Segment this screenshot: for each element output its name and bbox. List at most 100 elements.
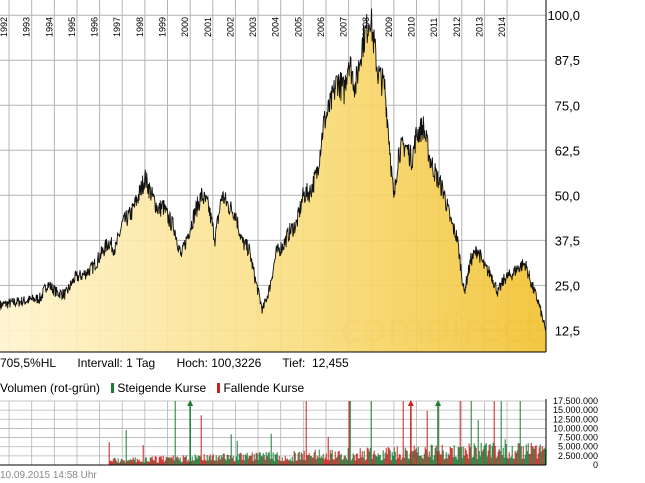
timestamp: 10.09.2015 14:58 Uhr bbox=[0, 470, 97, 481]
volume-bar bbox=[364, 460, 366, 465]
volume-bar bbox=[316, 455, 318, 465]
volume-bar bbox=[453, 445, 455, 465]
volume-bar bbox=[431, 445, 433, 465]
volume-bar bbox=[222, 453, 224, 465]
volume-bar bbox=[391, 452, 393, 465]
volume-bar bbox=[218, 455, 220, 465]
volume-bar bbox=[330, 453, 332, 465]
x-tick-label: 1998 bbox=[135, 17, 145, 37]
volume-bar bbox=[307, 455, 309, 465]
volume-bar bbox=[520, 446, 522, 465]
volume-bar bbox=[214, 460, 216, 465]
volume-bar bbox=[460, 446, 462, 465]
volume-bar bbox=[159, 456, 161, 465]
volume-bar bbox=[439, 454, 441, 465]
volume-bar bbox=[293, 451, 295, 465]
volume-bar bbox=[203, 454, 205, 465]
volume-bar bbox=[387, 447, 389, 465]
volume-bar bbox=[461, 458, 463, 465]
volume-bar bbox=[321, 457, 323, 465]
volume-bar bbox=[469, 447, 471, 465]
volume-legend: Volumen (rot-grün) Steigende Kurse Falle… bbox=[0, 379, 304, 397]
volume-bar bbox=[414, 449, 416, 465]
volume-bar bbox=[120, 459, 122, 465]
volume-bar bbox=[142, 445, 144, 465]
volume-bar bbox=[130, 460, 132, 465]
volume-bar bbox=[363, 450, 365, 465]
volume-bar bbox=[354, 460, 356, 465]
volume-bar bbox=[315, 459, 317, 465]
volume-bar bbox=[268, 451, 270, 465]
volume-bar bbox=[371, 458, 373, 465]
volume-bar bbox=[169, 457, 171, 465]
x-tick-label: 2012 bbox=[452, 17, 462, 37]
volume-bar bbox=[318, 449, 320, 465]
volume-bar bbox=[525, 444, 527, 465]
volume-bar bbox=[167, 457, 169, 465]
volume-bar bbox=[286, 458, 288, 465]
volume-bar bbox=[226, 454, 228, 465]
volume-bar bbox=[333, 459, 335, 465]
volume-bar bbox=[245, 455, 247, 465]
volume-bar bbox=[277, 459, 279, 465]
volume-bar bbox=[541, 446, 543, 465]
volume-bar bbox=[341, 460, 343, 465]
volume-bar bbox=[472, 456, 474, 465]
volume-bar bbox=[444, 458, 446, 465]
volume-bar bbox=[132, 457, 134, 465]
volume-bar bbox=[422, 458, 424, 465]
y-tick-label: 37,5 bbox=[555, 233, 580, 248]
volume-bar bbox=[322, 453, 324, 465]
volume-bar bbox=[113, 457, 115, 465]
volume-bar bbox=[111, 461, 113, 465]
volume-bar bbox=[165, 457, 167, 465]
volume-bar bbox=[323, 459, 325, 465]
volume-bar bbox=[408, 459, 410, 465]
volume-bar bbox=[150, 457, 152, 465]
volume-bar bbox=[155, 456, 157, 465]
volume-bar bbox=[232, 455, 234, 465]
volume-bar bbox=[109, 460, 111, 465]
volume-bar bbox=[233, 460, 235, 465]
volume-bar bbox=[533, 448, 535, 465]
volume-bar bbox=[125, 430, 127, 465]
volume-bar bbox=[405, 449, 407, 465]
volume-bar bbox=[285, 459, 287, 465]
volume-bar bbox=[342, 459, 344, 465]
volume-bar bbox=[527, 443, 529, 465]
volume-bar bbox=[281, 457, 283, 465]
volume-bar bbox=[158, 456, 160, 465]
volume-bar bbox=[402, 401, 404, 465]
volume-bar bbox=[235, 456, 237, 465]
volume-bar bbox=[377, 453, 379, 465]
y-tick-label: 75,0 bbox=[555, 98, 580, 113]
volume-bar bbox=[149, 457, 151, 465]
volume-bar bbox=[179, 457, 181, 465]
volume-bar bbox=[151, 456, 153, 465]
volume-bar bbox=[273, 461, 275, 465]
y-tick-label: 62,5 bbox=[555, 143, 580, 158]
volume-bar bbox=[492, 442, 494, 465]
volume-bar bbox=[511, 445, 513, 465]
volume-bar bbox=[496, 456, 498, 465]
falling-swatch bbox=[217, 383, 221, 393]
volume-bar bbox=[356, 453, 358, 465]
volume-bar bbox=[484, 444, 486, 465]
volume-bar bbox=[378, 454, 380, 465]
volume-bar bbox=[443, 459, 445, 465]
volume-bar bbox=[183, 457, 185, 465]
volume-bar bbox=[227, 454, 229, 465]
volume-bar bbox=[528, 454, 530, 465]
volume-bar bbox=[384, 452, 386, 465]
volume-bar bbox=[540, 451, 542, 465]
volume-bar bbox=[510, 456, 512, 465]
volume-bar bbox=[212, 454, 214, 465]
volume-bar bbox=[353, 455, 355, 465]
volume-bar bbox=[423, 453, 425, 465]
volume-bar bbox=[144, 458, 146, 465]
volume-bar bbox=[230, 434, 232, 465]
volume-bar bbox=[258, 452, 260, 465]
volume-bar bbox=[421, 457, 423, 465]
volume-bar bbox=[518, 443, 520, 465]
